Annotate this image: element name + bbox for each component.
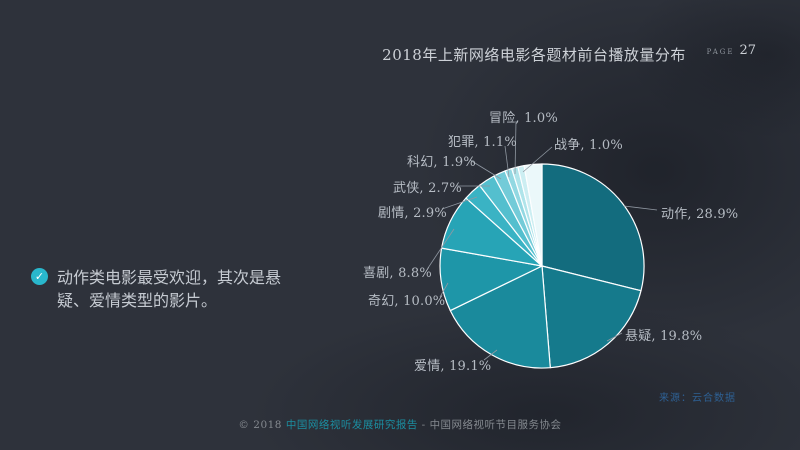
pie-slice-动作 (541, 163, 645, 292)
leader-line-战争 (522, 146, 553, 173)
leader-line-悬疑 (606, 332, 623, 342)
footer: © 2018 中国网络视听发展研究报告 - 中国网络视听节目服务协会 (0, 417, 800, 432)
footer-separator: - (417, 419, 430, 431)
pie-slice-other (523, 163, 543, 267)
pie-label-剧情: 剧情, 2.9% (378, 206, 447, 221)
leader-line-喜剧 (427, 228, 455, 269)
leader-line-犯罪 (504, 145, 510, 178)
page-indicator: PAGE 27 (707, 39, 756, 58)
pie-label-科幻: 科幻, 1.9% (407, 155, 476, 170)
pie-label-悬疑: 悬疑, 19.8% (625, 329, 703, 344)
leader-line-科幻 (469, 159, 502, 180)
pie-label-战争: 战争, 1.0% (554, 138, 623, 153)
leader-line-冒险 (514, 120, 517, 175)
leader-line-剧情 (441, 196, 478, 210)
key-insight: ✓ 动作类电影最受欢迎，其次是悬疑、爱情类型的影片。 (31, 266, 297, 312)
pie-label-冒险: 冒险, 1.0% (489, 111, 558, 126)
pie-label-爱情: 爱情, 19.1% (414, 359, 492, 374)
pie-slice-悬疑 (541, 265, 642, 369)
pie-label-武侠: 武侠, 2.7% (393, 181, 462, 196)
page-label: PAGE (706, 48, 735, 56)
pie-label-犯罪: 犯罪, 1.1% (448, 135, 517, 150)
leader-line-奇幻 (439, 282, 449, 298)
footer-copyright: © 2018 (238, 419, 286, 431)
pie-label-奇幻: 奇幻, 10.0% (368, 294, 446, 309)
footer-organization: 中国网络视听节目服务协会 (429, 419, 562, 431)
leader-line-动作 (623, 205, 658, 211)
leader-line-爱情 (483, 349, 498, 361)
pie-label-动作: 动作, 28.9% (661, 207, 739, 222)
footer-report-name: 中国网络视听发展研究报告 (285, 419, 418, 431)
data-source: 来源：云合数据 (659, 393, 736, 404)
chart-title: 2018年上新网络电影各题材前台播放量分布 (382, 46, 686, 64)
pie-label-喜剧: 喜剧, 8.8% (363, 266, 432, 281)
page-number: 27 (739, 43, 756, 58)
note-text: 动作类电影最受欢迎，其次是悬疑、爱情类型的影片。 (57, 268, 282, 310)
check-circle-icon: ✓ (31, 268, 48, 285)
